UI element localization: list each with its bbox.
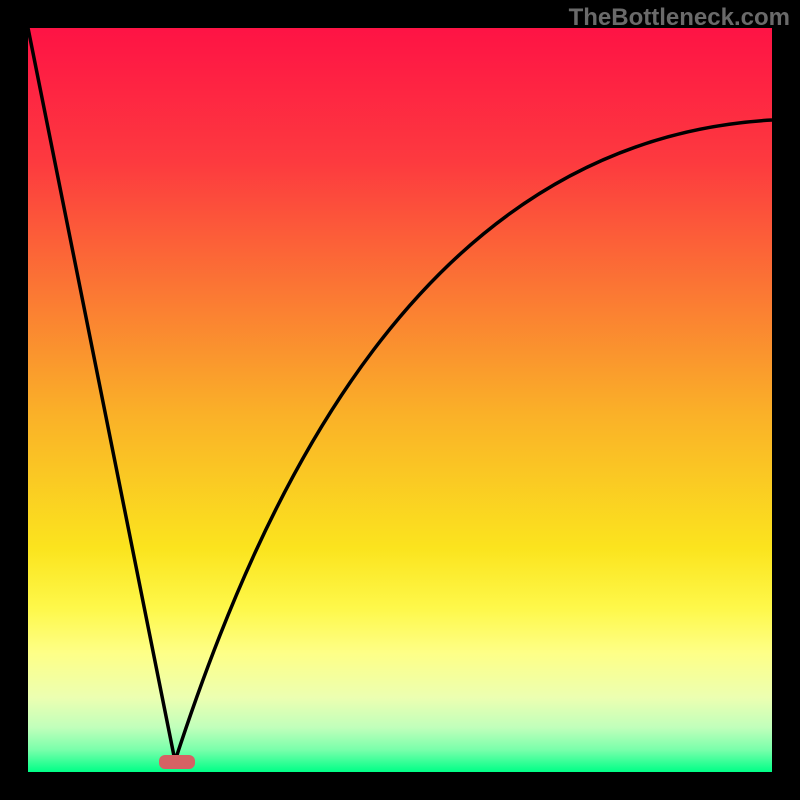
watermark-text: TheBottleneck.com	[569, 4, 790, 32]
chart-border	[0, 0, 800, 800]
chart-container: TheBottleneck.com	[0, 0, 800, 800]
